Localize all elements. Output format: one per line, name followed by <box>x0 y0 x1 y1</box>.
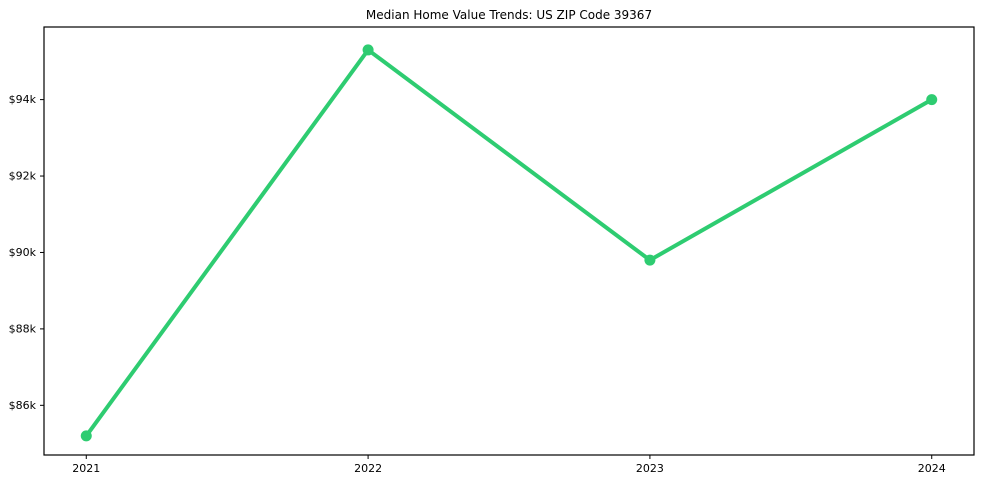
y-tick-label: $90k <box>9 246 37 259</box>
data-point <box>80 430 92 442</box>
axes-spines <box>43 26 975 456</box>
data-point <box>926 94 938 106</box>
chart-title: Median Home Value Trends: US ZIP Code 39… <box>366 8 652 22</box>
y-tick-label: $88k <box>9 322 37 335</box>
data-point <box>644 254 656 266</box>
x-tick-label: 2022 <box>354 462 382 475</box>
y-tick-label: $92k <box>9 170 37 183</box>
series-line <box>84 47 934 438</box>
y-tick-label: $94k <box>9 93 37 106</box>
x-tick-label: 2023 <box>636 462 664 475</box>
plot-area: $86k $88k $90k $92k $94k 2021 2022 2023 2024 <box>9 26 975 475</box>
data-point <box>362 44 374 56</box>
x-tick-label: 2021 <box>72 462 100 475</box>
y-tick-label: $86k <box>9 399 37 412</box>
x-tick-label: 2024 <box>918 462 946 475</box>
